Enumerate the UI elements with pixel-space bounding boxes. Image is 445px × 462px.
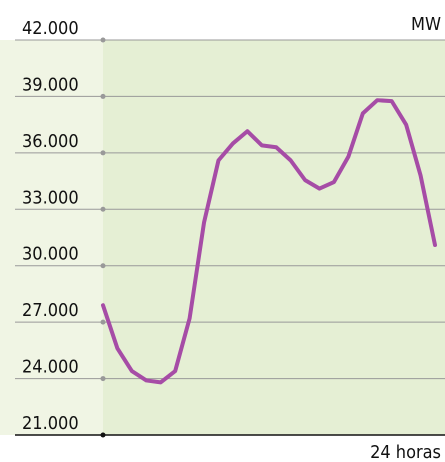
plot-area [103, 40, 445, 435]
tick-dot [100, 376, 106, 382]
label-band [0, 40, 103, 435]
tick-dot [100, 150, 106, 156]
tick-dot [100, 263, 106, 269]
tick-dot [100, 93, 106, 99]
y-tick-label: 42.000 [22, 18, 79, 39]
data-line [101, 98, 437, 385]
y-tick-label: 27.000 [22, 300, 79, 321]
y-tick-label: 24.000 [22, 357, 79, 378]
y-tick-label: 33.000 [22, 187, 79, 208]
y-tick-label: 21.000 [22, 413, 79, 434]
unit-label: MW [411, 14, 441, 35]
tick-dot [100, 319, 106, 325]
y-tick-label: 30.000 [22, 244, 79, 265]
tick-dot [100, 432, 106, 438]
tick-dot [100, 206, 106, 212]
tick-dot [100, 37, 106, 43]
y-tick-label: 36.000 [22, 131, 79, 152]
x-axis-label: 24 horas [370, 442, 441, 462]
y-tick-label: 39.000 [22, 74, 79, 95]
